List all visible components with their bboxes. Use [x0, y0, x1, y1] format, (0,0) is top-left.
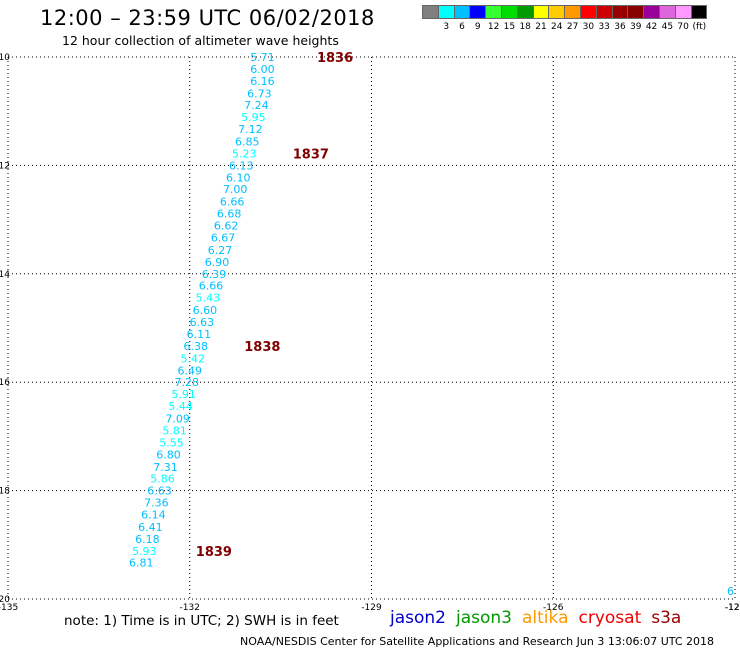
swh-point: 5.71: [250, 51, 275, 64]
x-edge-tick-label: -12: [725, 603, 740, 613]
legend-entry-cryosat: cryosat: [578, 608, 642, 628]
swh-point: 6.67: [211, 231, 236, 244]
colorbar-swatch: [690, 5, 708, 19]
swh-point: 7.24: [244, 99, 269, 112]
swh-point: 6.38: [184, 340, 209, 353]
swh-point: 6.00: [250, 63, 275, 76]
swh-point: 7.00: [223, 183, 248, 196]
legend-entry-s3a: s3a: [651, 608, 682, 628]
pass-time-label: 1838: [244, 340, 280, 355]
swh-point: 7.31: [153, 461, 178, 474]
y-tick-label: -20: [0, 595, 10, 605]
swh-point: 6.68: [217, 208, 242, 221]
y-tick-label: -16: [0, 378, 10, 388]
grid-layer: [7, 56, 736, 600]
colorbar-label: 18: [519, 22, 531, 32]
pass-time-label: 1839: [196, 545, 232, 560]
swh-point: 5.91: [171, 388, 196, 401]
colorbar-label: 36: [614, 22, 626, 32]
credit-line: NOAA/NESDIS Center for Satellite Applica…: [240, 635, 715, 648]
swh-point: 7.36: [144, 497, 169, 510]
swh-point: 6.63: [147, 485, 172, 498]
point-layer: 5.716.006.166.737.245.957.126.855.236.13…: [129, 51, 734, 598]
swh-point: 5.86: [150, 473, 175, 486]
swh-point: 5.81: [162, 424, 187, 437]
colorbar-label: 33: [598, 22, 610, 32]
x-tick-label: -135: [0, 603, 18, 613]
x-tick-label: -129: [361, 603, 382, 613]
swh-point: 7.28: [174, 376, 199, 389]
swh-point: 6.18: [135, 533, 160, 546]
swh-point: 6.62: [214, 220, 239, 233]
swh-point: 6.66: [199, 280, 224, 293]
colorbar-label: 15: [503, 22, 516, 32]
satellite-legend: jason2 jason3 altika cryosat s3a: [390, 608, 691, 628]
swh-edge-point: 6: [727, 585, 734, 598]
colorbar-label: 24: [551, 22, 563, 32]
colorbar-label: 6: [459, 22, 465, 32]
swh-point: 6.10: [226, 171, 251, 184]
colorbar-labels: 3 6 9 12 15 18 21 24 27 30 33 36 39 42 45 70 (ft): [422, 19, 706, 32]
colorbar-label: 45: [661, 22, 674, 32]
swh-point: 7.09: [165, 413, 190, 426]
chart-subtitle: 12 hour collection of altimeter wave hei…: [62, 33, 339, 48]
chart-title: 12:00 – 23:59 UTC 06/02/2018: [40, 6, 375, 30]
colorbar-label: 39: [630, 22, 642, 32]
y-tick-label: -18: [0, 487, 10, 497]
swh-point: 5.95: [241, 111, 266, 124]
swh-point: 6.90: [205, 256, 230, 269]
swh-point: 6.16: [250, 75, 275, 88]
swh-point: 6.14: [141, 508, 166, 521]
colorbar-swatches: [422, 5, 708, 19]
swh-point: 6.80: [156, 448, 181, 461]
tick-layer: -135-132-129-126-123-12-10-12-14-16-18-2…: [0, 53, 740, 613]
y-tick-label: -12: [0, 161, 10, 171]
colorbar-label: 12: [487, 22, 500, 32]
swh-point: 6.73: [247, 87, 272, 100]
colorbar-label: 42: [645, 22, 658, 32]
y-tick-label: -14: [0, 270, 10, 280]
swh-point: 6.13: [229, 159, 254, 172]
colorbar-label: 9: [474, 22, 481, 32]
swh-point: 6.11: [187, 328, 212, 341]
x-tick-label: -126: [543, 603, 564, 613]
swh-point: 6.27: [208, 244, 233, 257]
x-tick-label: -123: [725, 603, 740, 613]
legend-entry-jason2: jason2: [390, 608, 446, 628]
swh-point: 5.55: [159, 436, 184, 449]
colorbar-label: 3: [443, 22, 450, 32]
swh-point: 5.44: [168, 400, 193, 413]
colorbar: 3 6 9 12 15 18 21 24 27 30 33 36 39 42 45 70 (ft): [422, 5, 708, 32]
swh-point: 5.42: [181, 352, 206, 365]
swh-point: 7.12: [238, 123, 263, 136]
swh-point: 6.85: [235, 136, 260, 149]
colorbar-label: 30: [582, 22, 595, 32]
swh-point: 5.93: [132, 545, 157, 558]
swh-point: 6.41: [138, 521, 163, 534]
swh-point: 6.66: [220, 196, 245, 209]
pass-time-label: 1837: [293, 147, 329, 162]
swh-point: 6.39: [202, 268, 227, 281]
swh-point: 6.81: [129, 557, 154, 570]
swh-point: 6.63: [190, 316, 215, 329]
x-tick-label: -132: [180, 603, 200, 613]
pass-time-label: 1836: [317, 51, 353, 66]
footnote: note: 1) Time is in UTC; 2) SWH is in fe…: [64, 613, 339, 629]
legend-entry-jason3: jason3: [456, 608, 512, 628]
y-tick-label: -10: [0, 53, 10, 63]
legend-entry-altika: altika: [522, 608, 569, 628]
swh-point: 5.43: [196, 292, 221, 305]
swh-point: 6.49: [178, 364, 203, 377]
colorbar-label: 21: [535, 22, 547, 32]
colorbar-label: 70: [677, 22, 689, 32]
colorbar-unit: (ft): [692, 22, 707, 32]
time-label-layer: 1836 1837 1838 1839: [196, 51, 353, 560]
colorbar-label: 27: [566, 22, 579, 32]
swh-point: 5.23: [232, 147, 257, 160]
swh-point: 6.60: [193, 304, 218, 317]
